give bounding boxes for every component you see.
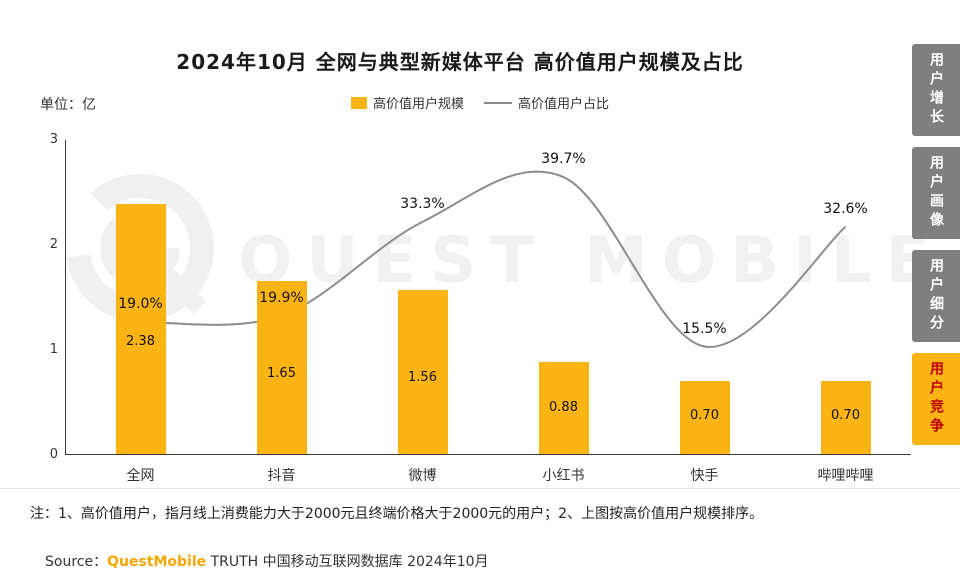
category-label: 哔哩哔哩	[817, 468, 874, 484]
bar-2: 1.65	[256, 280, 307, 454]
bar-5: 0.70	[679, 380, 730, 454]
sidebar-tab-4[interactable]: 用户竞争	[912, 353, 960, 445]
legend: 高价值用户规模 高价值用户占比	[40, 93, 920, 112]
source-rest: TRUTH 中国移动互联网数据库 2024年10月	[206, 554, 489, 570]
line-percentage-label: 33.3%	[400, 195, 445, 212]
bar-value-label: 0.70	[690, 408, 719, 424]
line-legend-label: 高价值用户占比	[518, 97, 610, 112]
legend-item-bar: 高价值用户规模	[350, 93, 464, 112]
unit-label: 单位：亿	[40, 97, 96, 113]
bar-6: 0.70	[820, 380, 871, 454]
category-label: 微博	[408, 468, 437, 484]
y-axis-tick: 1	[49, 342, 58, 357]
y-axis-tick: 0	[49, 447, 58, 462]
chart-plot-area: 2.38 全网 1.65 抖音 1.56 微博 0.88 小红书 0.70 快手 0.70 哔哩哔哩 0…	[50, 132, 911, 484]
sidebar-tab-2[interactable]: 用户画像	[912, 147, 960, 239]
chart-title: 2024年10月 全网与典型新媒体平台 高价值用户规模及占比	[176, 50, 744, 74]
category-label: 小红书	[542, 468, 585, 484]
y-axis-tick: 2	[49, 237, 58, 252]
sidebar-tab-3[interactable]: 用户细分	[912, 250, 960, 342]
bar-legend-label: 高价值用户规模	[372, 97, 464, 112]
line-percentage-label: 39.7%	[541, 151, 586, 168]
source-prefix: Source：	[45, 554, 108, 570]
bar-1: 2.38	[115, 204, 166, 454]
bar-value-label: 0.70	[831, 408, 860, 424]
bar-value-label: 2.38	[126, 334, 155, 350]
legend-item-line: 高价值用户占比	[484, 93, 609, 112]
source-brand: QuestMobile	[107, 554, 207, 570]
bar-value-label: 0.88	[549, 400, 578, 416]
footnote: 注：1、高价值用户，指月线上消费能力大于2000元且终端价格大于2000元的用户…	[0, 488, 960, 523]
bar-value-label: 1.65	[267, 366, 296, 382]
source-line: Source：QuestMobile TRUTH 中国移动互联网数据库 2024…	[45, 551, 489, 571]
y-axis-tick: 3	[49, 132, 58, 147]
category-label: 抖音	[267, 468, 296, 484]
bar-4: 0.88	[538, 361, 589, 454]
sidebar-tab-1[interactable]: 用户增长	[912, 44, 960, 136]
line-percentage-label: 15.5%	[682, 320, 727, 337]
bar-value-label: 1.56	[408, 370, 437, 386]
bar-3: 1.56	[397, 290, 448, 454]
sidebar-tabs: 用户增长用户画像用户细分用户竞争	[912, 44, 960, 445]
line-percentage-label: 32.6%	[823, 200, 868, 217]
line-percentage-label: 19.0%	[118, 296, 163, 312]
line-percentage-label: 19.9%	[259, 289, 304, 306]
line-legend-swatch	[484, 101, 512, 104]
percentage-line	[140, 170, 847, 348]
category-label: 全网	[126, 468, 155, 484]
bar-legend-swatch	[350, 96, 367, 109]
category-label: 快手	[690, 468, 719, 484]
